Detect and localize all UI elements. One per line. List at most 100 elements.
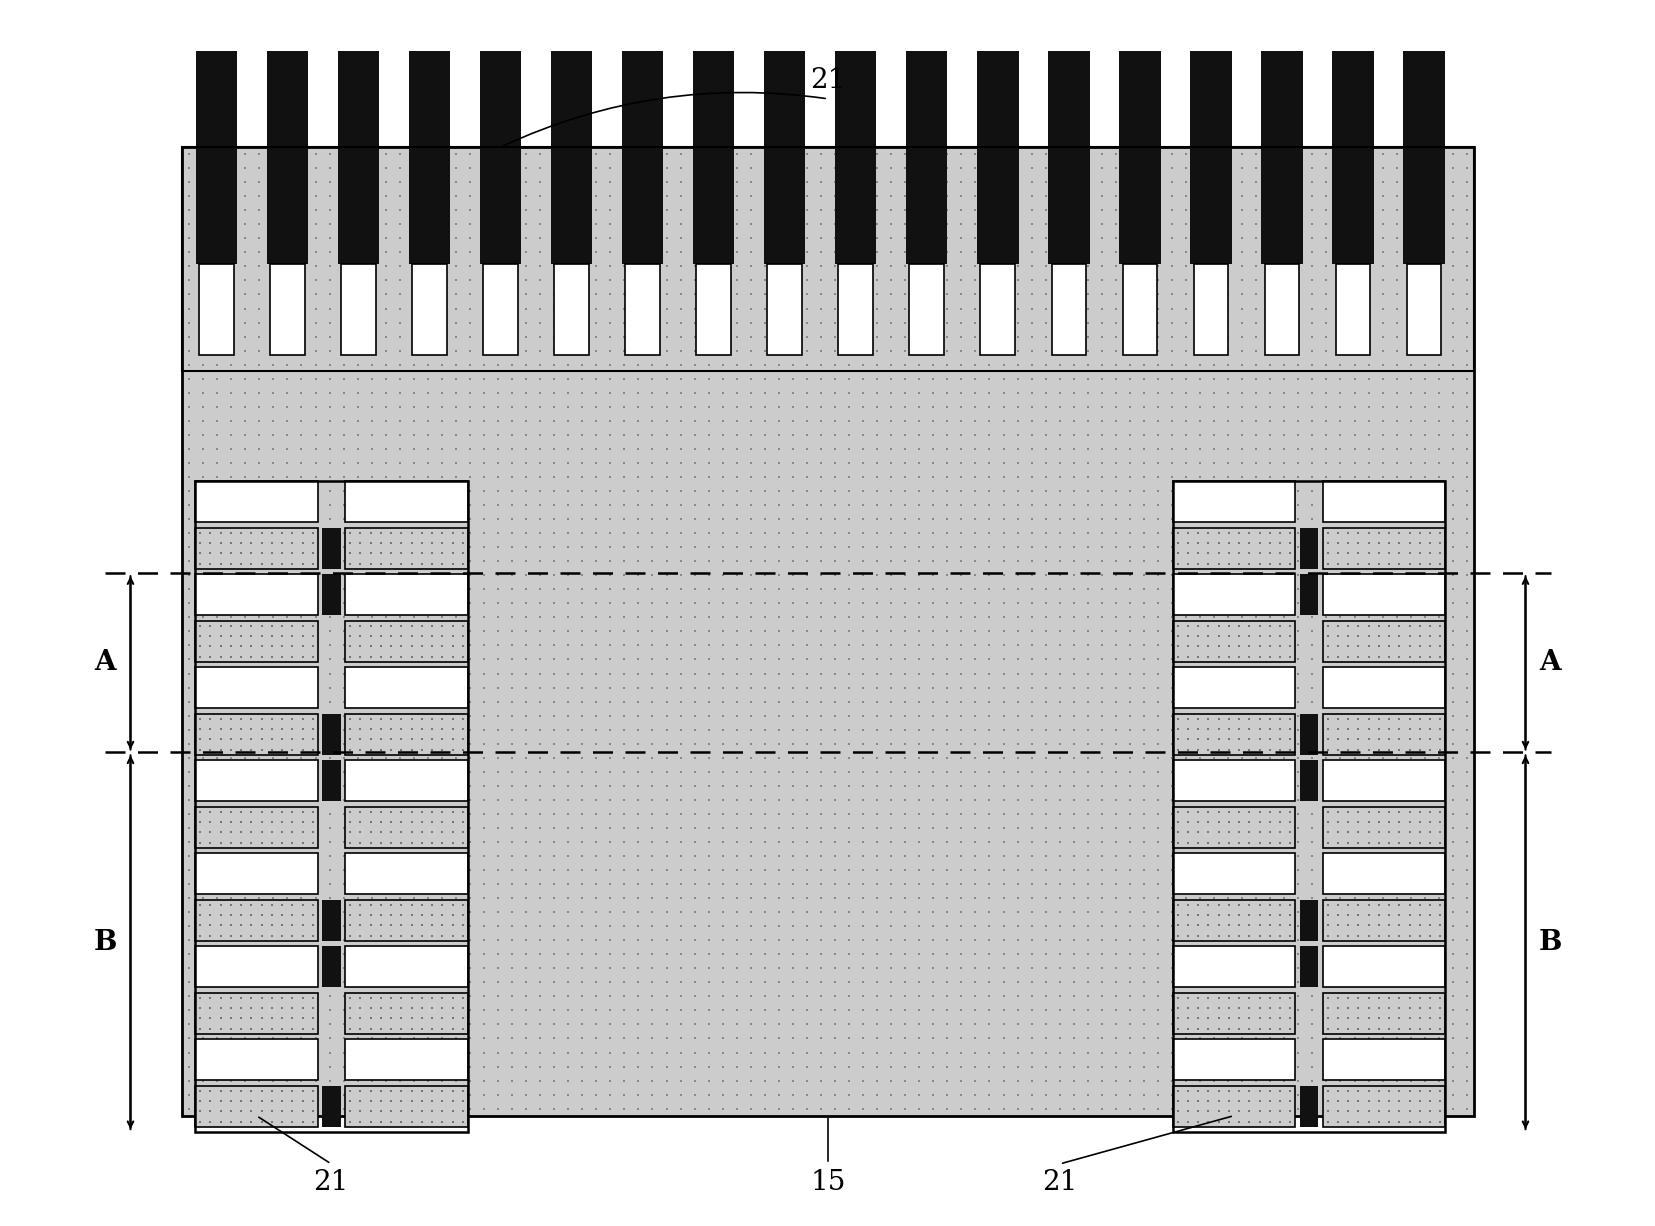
Point: [288, 271, 314, 291]
Point: [419, 729, 445, 749]
Point: [1453, 552, 1480, 571]
Point: [260, 158, 286, 178]
Point: [372, 425, 399, 445]
Point: [316, 299, 343, 319]
Point: [1046, 341, 1072, 360]
Point: [1276, 720, 1302, 739]
Point: [218, 228, 245, 248]
Point: [1172, 411, 1198, 430]
Point: [247, 215, 273, 234]
Point: [892, 1085, 919, 1105]
Point: [1334, 1009, 1360, 1029]
Point: [1410, 439, 1437, 459]
Point: [990, 1015, 1016, 1035]
Point: [554, 790, 581, 809]
Point: [1003, 748, 1029, 767]
Point: [695, 580, 722, 600]
Point: [1397, 691, 1423, 711]
Point: [1271, 243, 1298, 262]
Point: [1225, 720, 1251, 739]
Point: [1059, 691, 1086, 711]
Point: [247, 467, 273, 487]
Point: [976, 1015, 1003, 1035]
Point: [357, 256, 384, 276]
Point: [1205, 1081, 1231, 1101]
Point: [554, 902, 581, 922]
Point: [1341, 650, 1367, 669]
Point: [1438, 271, 1465, 291]
Point: [1425, 902, 1451, 922]
Point: [1195, 895, 1221, 915]
Point: [583, 341, 609, 360]
Bar: [323, 900, 341, 940]
Point: [1438, 313, 1465, 332]
Point: [1215, 341, 1241, 360]
Point: [485, 678, 511, 698]
Point: [1215, 228, 1241, 248]
Point: [414, 720, 440, 739]
Point: [1410, 902, 1437, 922]
Point: [513, 818, 540, 837]
Point: [1324, 1091, 1350, 1111]
Point: [808, 748, 834, 767]
Point: [217, 543, 243, 563]
Point: [1256, 1112, 1283, 1132]
Point: [485, 482, 511, 501]
Point: [1276, 615, 1302, 635]
Point: [1173, 626, 1200, 646]
Point: [808, 832, 834, 852]
Point: [207, 1112, 233, 1132]
Point: [288, 565, 314, 585]
Point: [639, 959, 665, 978]
Point: [290, 812, 316, 831]
Point: [329, 215, 356, 234]
Point: [1354, 524, 1380, 543]
Point: [597, 593, 624, 613]
Point: [793, 313, 819, 332]
Point: [1326, 818, 1352, 837]
Point: [526, 987, 553, 1007]
Point: [569, 186, 596, 206]
Point: [498, 354, 525, 374]
Point: [190, 354, 217, 374]
Point: [933, 1042, 960, 1062]
Point: [357, 988, 384, 1008]
Point: [258, 916, 285, 935]
Point: [513, 1098, 540, 1118]
Point: [1397, 243, 1423, 262]
Point: [344, 748, 371, 767]
Point: [667, 1085, 693, 1105]
Point: [442, 1070, 468, 1090]
Point: [1200, 804, 1226, 824]
Point: [1215, 804, 1241, 824]
Point: [290, 729, 316, 749]
Point: [626, 1042, 652, 1062]
Point: [948, 537, 975, 557]
Point: [736, 580, 763, 600]
Point: [920, 173, 947, 192]
Point: [920, 663, 947, 683]
Point: [485, 748, 511, 767]
Point: [1417, 1081, 1443, 1101]
Point: [248, 916, 275, 935]
Point: [541, 215, 568, 234]
Point: [457, 243, 483, 262]
Point: [1215, 647, 1241, 667]
Point: [377, 533, 404, 553]
Point: [836, 173, 862, 192]
Point: [583, 790, 609, 809]
Point: [1256, 145, 1283, 164]
Point: [275, 593, 301, 613]
Point: [260, 608, 286, 628]
Point: [695, 720, 722, 739]
Point: [1215, 383, 1241, 402]
Point: [1246, 1091, 1273, 1111]
Point: [1059, 425, 1086, 445]
Point: [821, 972, 847, 992]
Point: [808, 776, 834, 796]
Point: [626, 256, 652, 276]
Point: [708, 959, 735, 978]
Point: [1087, 678, 1114, 698]
Point: [765, 186, 791, 206]
Point: [498, 593, 525, 613]
